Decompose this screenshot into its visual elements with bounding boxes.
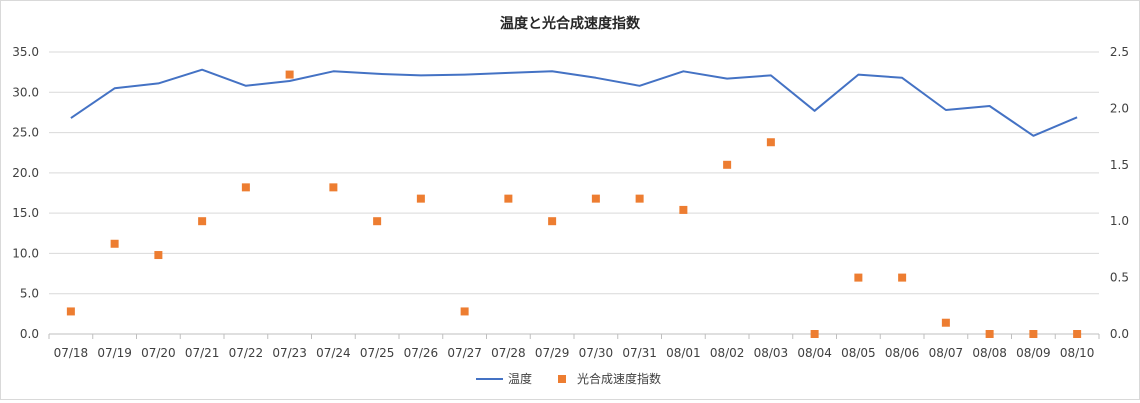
photosynthesis-point: [548, 217, 557, 226]
temperature-line: [70, 68, 1078, 137]
photosynthesis-point: [110, 239, 119, 248]
x-tick-label: 07/18: [54, 346, 89, 360]
legend-square-swatch: [558, 375, 566, 383]
photosynthesis-point: [591, 194, 600, 203]
x-tick-label: 07/26: [404, 346, 439, 360]
right-tick-label: 2.0: [1110, 101, 1129, 115]
x-tick-label: 08/01: [666, 346, 701, 360]
x-tick-label: 08/05: [841, 346, 876, 360]
x-tick-label: 08/10: [1060, 346, 1095, 360]
gridlines: [49, 51, 1099, 335]
x-tick-label: 07/29: [535, 346, 570, 360]
x-tick-label: 07/19: [97, 346, 132, 360]
left-axis-ticks: 0.0 5.0 10.0 15.0 20.0 25.0 30.0 35.0: [12, 45, 39, 341]
x-tick-label: 07/30: [579, 346, 614, 360]
x-tick-label: 07/21: [185, 346, 220, 360]
photosynthesis-point: [810, 330, 819, 338]
legend: 温度 光合成速度指数: [476, 371, 661, 386]
temperature-series: [70, 68, 1078, 137]
x-tick-label: 08/09: [1016, 346, 1051, 360]
right-tick-label: 1.5: [1110, 158, 1129, 172]
photosynthesis-point: [416, 194, 425, 203]
x-tick-label: 07/28: [491, 346, 526, 360]
x-tick-label: 07/23: [272, 346, 307, 360]
x-tick-label: 07/25: [360, 346, 395, 360]
left-tick-label: 5.0: [20, 287, 39, 301]
photosynthesis-point: [329, 183, 338, 192]
photosynthesis-point: [154, 251, 163, 260]
left-tick-label: 10.0: [12, 246, 39, 260]
x-tick-label: 08/06: [885, 346, 920, 360]
photosynthesis-point: [635, 194, 644, 203]
photosynthesis-point: [898, 273, 907, 282]
photosynthesis-point: [1029, 330, 1038, 338]
left-tick-label: 15.0: [12, 206, 39, 220]
x-tick-label: 07/20: [141, 346, 176, 360]
x-tick-label: 07/24: [316, 346, 351, 360]
legend-label-photosynthesis: 光合成速度指数: [577, 371, 661, 386]
photosynthesis-point: [723, 160, 732, 169]
x-tick-label: 08/03: [754, 346, 789, 360]
right-tick-label: 0.5: [1110, 271, 1129, 285]
photosynthesis-point: [854, 273, 863, 282]
photosynthesis-series: [66, 70, 1082, 338]
right-axis-ticks: 0.0 0.5 1.0 1.5 2.0 2.5: [1110, 45, 1129, 341]
right-tick-label: 0.0: [1110, 327, 1129, 341]
photosynthesis-point: [285, 70, 294, 79]
x-tick-label: 07/31: [622, 346, 657, 360]
legend-label-temperature: 温度: [508, 371, 532, 386]
photosynthesis-point: [766, 138, 775, 147]
photosynthesis-point: [941, 318, 950, 327]
x-tick-label: 08/02: [710, 346, 745, 360]
left-tick-label: 30.0: [12, 85, 39, 99]
chart-title: 温度と光合成速度指数: [500, 15, 641, 32]
x-tick-label: 08/04: [797, 346, 832, 360]
left-tick-label: 0.0: [20, 327, 39, 341]
right-tick-label: 1.0: [1110, 214, 1129, 228]
x-axis-ticks: 07/18 07/19 07/20 07/21 07/22 07/23 07/24 07/25…: [48, 333, 1100, 360]
photosynthesis-point: [198, 217, 207, 226]
photosynthesis-point: [66, 307, 75, 316]
photosynthesis-point: [1073, 330, 1082, 338]
x-tick-label: 07/22: [229, 346, 264, 360]
left-tick-label: 20.0: [12, 166, 39, 180]
photosynthesis-point: [985, 330, 994, 338]
photosynthesis-point: [460, 307, 469, 316]
right-tick-label: 2.5: [1110, 45, 1129, 59]
x-tick-label: 08/08: [972, 346, 1007, 360]
x-tick-label: 08/07: [929, 346, 964, 360]
left-tick-label: 35.0: [12, 45, 39, 59]
photosynthesis-point: [679, 205, 688, 214]
x-tick-label: 07/27: [447, 346, 482, 360]
photosynthesis-point: [373, 217, 382, 226]
photosynthesis-point: [504, 194, 513, 203]
photosynthesis-point: [241, 183, 250, 192]
left-tick-label: 25.0: [12, 126, 39, 140]
